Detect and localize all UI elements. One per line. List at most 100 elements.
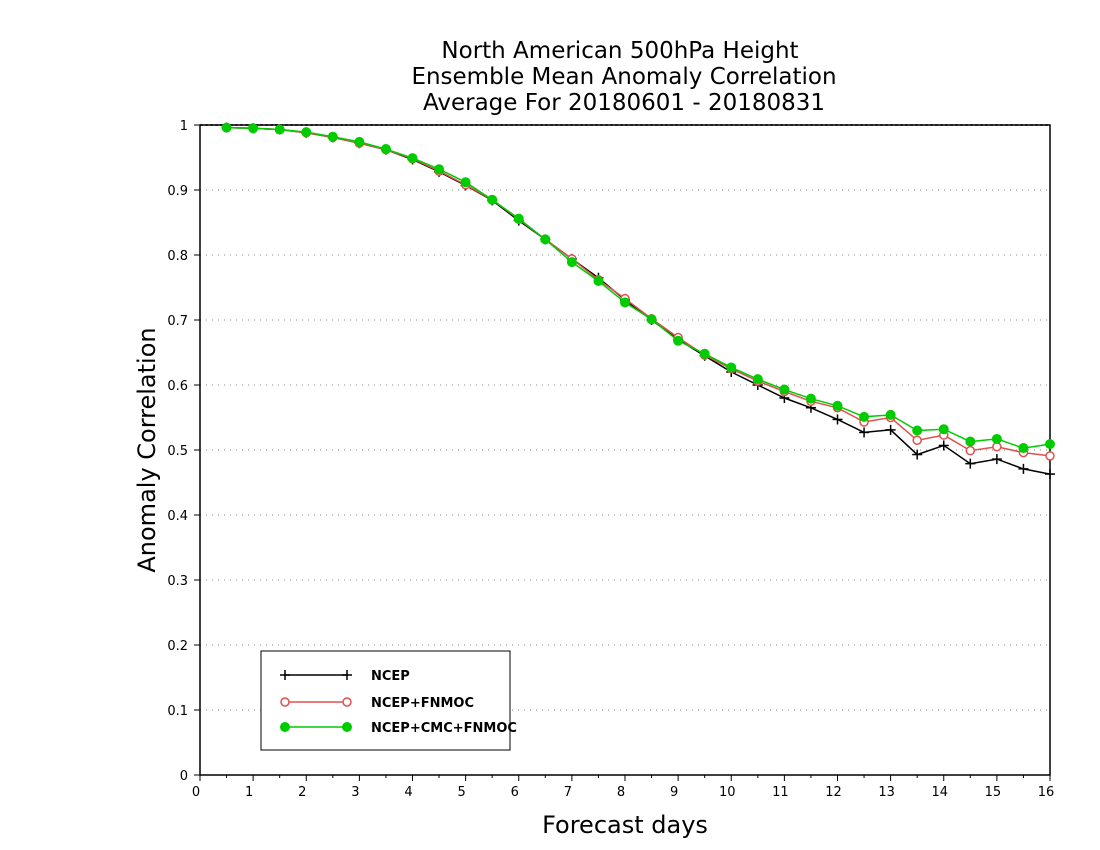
data-point xyxy=(699,348,710,359)
legend-label: NCEP xyxy=(371,669,410,684)
data-point xyxy=(965,458,976,469)
y-tick-label: 0 xyxy=(180,769,188,784)
x-tick-label: 11 xyxy=(772,785,789,800)
data-point xyxy=(513,213,524,224)
data-point xyxy=(1045,469,1055,480)
data-point xyxy=(620,297,630,308)
legend-marker xyxy=(280,670,290,680)
data-point xyxy=(566,257,577,268)
data-point xyxy=(779,384,790,395)
data-point xyxy=(540,234,551,245)
data-point xyxy=(991,433,1002,444)
x-tick-label: 16 xyxy=(1038,785,1055,800)
data-point xyxy=(938,424,949,435)
x-tick-label: 3 xyxy=(351,785,359,800)
data-point xyxy=(805,393,816,404)
gridlines xyxy=(200,124,1050,711)
series-line-ncep xyxy=(226,126,1051,475)
x-tick-label: 2 xyxy=(298,785,306,800)
data-point xyxy=(673,335,684,346)
y-tick-label: 0.1 xyxy=(167,704,188,719)
data-point xyxy=(832,414,843,425)
chart-title-line-1: North American 500hPa Height xyxy=(441,38,798,64)
y-tick-label: 0.3 xyxy=(167,574,188,589)
y-tick-label: 0.5 xyxy=(167,444,188,459)
series-ncep-cmc-fnmoc xyxy=(221,122,1055,454)
x-tick-label: 5 xyxy=(457,785,465,800)
x-tick-label: 6 xyxy=(511,785,519,800)
y-tick-label: 0.6 xyxy=(167,379,188,394)
series-line-ncep-fnmoc xyxy=(226,126,1051,457)
chart-title: North American 500hPa Height Ensemble Me… xyxy=(411,38,836,116)
legend-entry-ncep-cmc-fnmoc: NCEP+CMC+FNMOC xyxy=(280,721,517,736)
data-point xyxy=(938,440,949,451)
x-tick-label: 12 xyxy=(825,785,842,800)
x-tick-label: 8 xyxy=(617,785,625,800)
legend-label: NCEP+CMC+FNMOC xyxy=(371,721,517,736)
y-tick-label: 0.9 xyxy=(167,184,188,199)
data-point xyxy=(912,425,923,436)
x-tick-label: 1 xyxy=(245,785,253,800)
legend-entry-ncep: NCEP xyxy=(280,669,410,684)
data-point xyxy=(965,436,976,447)
chart-title-line-3: Average For 20180601 - 20180831 xyxy=(423,90,825,116)
data-point xyxy=(965,445,976,456)
legend-marker xyxy=(342,670,352,680)
data-point xyxy=(327,131,338,142)
x-tick-label: 14 xyxy=(931,785,948,800)
legend-marker xyxy=(280,722,290,732)
data-point xyxy=(885,409,896,420)
data-point xyxy=(434,164,445,175)
data-point xyxy=(1018,443,1029,454)
legend-label: NCEP+FNMOC xyxy=(371,696,474,711)
y-tick-label: 0.2 xyxy=(167,639,188,654)
x-tick-label: 15 xyxy=(985,785,1002,800)
x-tick-label: 7 xyxy=(564,785,572,800)
data-point xyxy=(593,276,604,286)
x-tick-label: 9 xyxy=(670,785,678,800)
data-point xyxy=(487,194,498,205)
y-axis-ticks: 0 0.1 0.2 0.3 0.4 0.5 0.6 0.7 0.8 0.9 1 xyxy=(167,119,200,784)
x-tick-label: 10 xyxy=(719,785,736,800)
data-point xyxy=(726,362,737,373)
data-point xyxy=(991,454,1002,465)
y-tick-label: 0.4 xyxy=(167,509,188,524)
y-tick-label: 0.8 xyxy=(167,249,188,264)
x-tick-label: 0 xyxy=(192,785,200,800)
data-point xyxy=(301,127,312,138)
data-point xyxy=(248,123,259,134)
data-point xyxy=(407,153,418,164)
legend-marker xyxy=(342,722,352,732)
series-ncep-fnmoc xyxy=(221,122,1055,461)
data-point xyxy=(885,424,896,435)
legend: NCEP NCEP+FNMOC NCEP+CMC+FNMOC xyxy=(260,650,517,751)
data-point xyxy=(752,374,763,385)
data-point xyxy=(274,124,285,135)
x-tick-label: 13 xyxy=(878,785,895,800)
data-point xyxy=(1045,451,1055,461)
chart-title-line-2: Ensemble Mean Anomaly Correlation xyxy=(411,64,836,90)
data-point xyxy=(221,122,232,133)
data-point xyxy=(460,177,471,188)
data-point xyxy=(1045,439,1055,450)
x-tick-label: 4 xyxy=(404,785,412,800)
data-point xyxy=(354,136,365,147)
series-line-ncep-cmc-fnmoc xyxy=(226,126,1051,449)
x-axis-label: Forecast days xyxy=(542,811,708,839)
data-point xyxy=(859,411,870,422)
data-series xyxy=(221,122,1055,480)
x-axis-ticks: 0 1 2 3 4 5 6 7 8 9 10 11 12 13 14 15 16 xyxy=(192,775,1054,800)
data-point xyxy=(832,400,843,411)
data-point xyxy=(859,427,870,438)
data-point xyxy=(380,144,391,155)
legend-box xyxy=(260,650,511,751)
y-tick-label: 0.7 xyxy=(167,314,188,329)
y-axis-label: Anomaly Correlation xyxy=(133,327,161,572)
legend-marker xyxy=(280,697,290,707)
legend-marker xyxy=(342,697,352,707)
data-point xyxy=(1018,463,1029,474)
data-point xyxy=(912,435,922,445)
series-ncep xyxy=(221,122,1055,480)
y-tick-label: 1 xyxy=(180,119,188,134)
